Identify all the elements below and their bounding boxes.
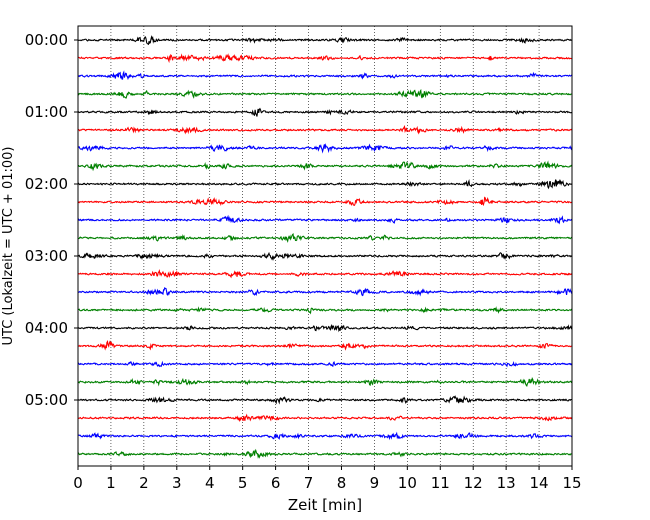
trace-0130: [77, 143, 573, 154]
trace-0000: [77, 34, 573, 46]
y-axis-title: UTC (Lokalzeit = UTC + 01:00): [1, 147, 16, 346]
trace-0545: [77, 448, 573, 459]
x-tick-label: 1: [106, 474, 116, 492]
x-tick-label: 4: [205, 474, 215, 492]
x-axis: 0 1 2 3 4 5 6 7 8 9 10 11 12 13 14 15: [73, 466, 582, 492]
trace-0300: [77, 251, 573, 261]
x-tick-label: 10: [398, 474, 417, 492]
x-tick-label: 9: [370, 474, 380, 492]
trace-0400: [77, 324, 573, 333]
plot-frame: [77, 25, 573, 467]
trace-0445: [77, 376, 573, 388]
y-tick-label: 03:00: [25, 247, 68, 265]
trace-0115: [77, 124, 573, 135]
x-tick-label: 12: [464, 474, 483, 492]
x-tick-label: 7: [304, 474, 314, 492]
seismic-traces: [77, 34, 573, 459]
y-tick-label: 00:00: [25, 31, 68, 49]
trace-0245: [77, 233, 573, 243]
trace-0415: [77, 340, 573, 351]
trace-0530: [77, 431, 573, 441]
trace-0015: [77, 53, 573, 64]
x-tick-label: 14: [530, 474, 549, 492]
x-tick-label: 15: [562, 474, 581, 492]
trace-0100: [77, 107, 573, 117]
trace-0515: [77, 413, 573, 423]
x-tick-label: 13: [497, 474, 516, 492]
trace-0030: [77, 70, 573, 81]
x-tick-label: 8: [337, 474, 347, 492]
trace-0345: [77, 306, 573, 315]
trace-0145: [77, 160, 573, 172]
trace-0500: [77, 395, 573, 405]
grid-lines: [110, 26, 540, 466]
trace-0215: [77, 196, 573, 207]
y-tick-label: 05:00: [25, 391, 68, 409]
x-tick-label: 6: [271, 474, 281, 492]
y-axis: 00:00 01:00 02:00 03:00 04:00 05:00: [25, 31, 78, 409]
trace-0045: [77, 88, 573, 99]
trace-0315: [77, 268, 573, 279]
x-axis-title: Zeit [min]: [288, 496, 362, 514]
trace-0330: [77, 287, 573, 297]
x-tick-label: 11: [431, 474, 450, 492]
y-tick-label: 01:00: [25, 103, 68, 121]
y-tick-label: 02:00: [25, 175, 68, 193]
x-tick-label: 2: [139, 474, 149, 492]
trace-0430: [77, 360, 573, 368]
x-tick-label: 5: [238, 474, 248, 492]
x-tick-label: 0: [73, 474, 83, 492]
y-tick-label: 04:00: [25, 319, 68, 337]
x-tick-label: 3: [172, 474, 182, 492]
trace-0230: [77, 214, 573, 225]
trace-0200: [77, 178, 573, 190]
